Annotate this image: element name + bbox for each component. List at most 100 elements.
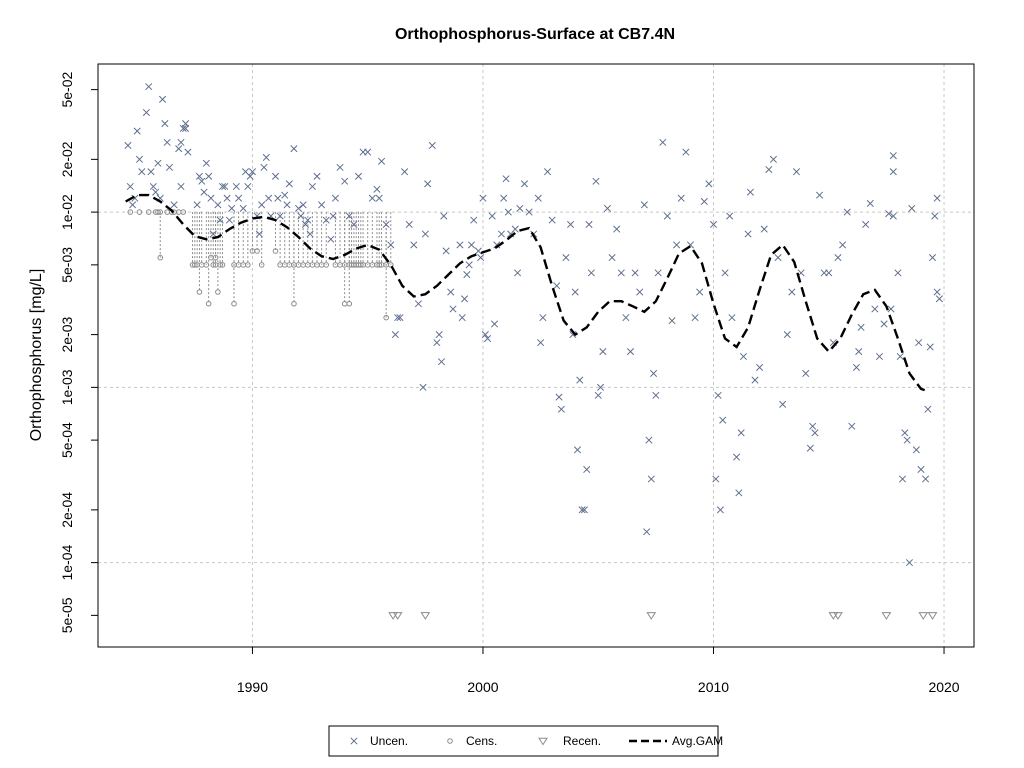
uncensored-point (131, 194, 139, 202)
uncensored-point (594, 391, 602, 399)
censored-point (323, 262, 330, 268)
uncensored-point (218, 182, 227, 191)
uncensored-point (928, 254, 937, 262)
uncensored-point (341, 177, 349, 185)
uncensored-point (935, 295, 943, 303)
uncensored-point (875, 352, 884, 361)
uncensored-point (700, 197, 708, 206)
censored-point (254, 248, 260, 254)
uncensored-point (463, 271, 471, 279)
uncensored-point (405, 220, 413, 229)
uncensored-point (285, 180, 293, 188)
uncensored-point (304, 216, 312, 224)
uncensored-point (244, 182, 252, 191)
uncensored-point (573, 446, 582, 454)
uncensored-point (855, 348, 863, 356)
uncensored-point (198, 177, 206, 185)
uncensored-point (783, 331, 791, 339)
uncensored-point (716, 506, 724, 514)
uncensored-point (885, 210, 893, 218)
y-tick-label: 5e-05 (59, 597, 75, 633)
y-tick-label: 1e-04 (59, 545, 75, 581)
uncensored-point (318, 201, 326, 209)
censored-point (205, 300, 212, 307)
uncensored-point (562, 254, 570, 262)
uncensored-point (728, 314, 736, 322)
censored-point (212, 254, 219, 261)
censored-point (157, 209, 164, 215)
uncensored-point (290, 145, 298, 153)
x-tick-label: 2010 (698, 679, 729, 695)
uncensored-point (490, 320, 499, 328)
uncensored-point (650, 369, 658, 378)
uncensored-point (184, 148, 192, 156)
uncensored-point (901, 429, 909, 437)
uncensored-point (654, 269, 662, 277)
uncensored-point (737, 429, 745, 437)
legend-marker-uncen (350, 737, 358, 745)
uncensored-point (815, 191, 824, 199)
uncensored-point (149, 182, 157, 191)
uncensored-point (779, 400, 787, 408)
uncensored-point (435, 331, 443, 339)
uncensored-point (354, 172, 363, 180)
uncensored-point (221, 182, 229, 191)
uncensored-point (124, 141, 132, 150)
x-tick-label: 1990 (237, 679, 268, 695)
uncensored-point (299, 201, 307, 209)
uncensored-point (539, 314, 547, 322)
uncensored-point (460, 295, 469, 303)
uncensored-point (239, 204, 247, 212)
uncensored-point (721, 269, 729, 277)
y-tick-label: 1e-03 (59, 369, 75, 405)
uncensored-point (866, 199, 874, 208)
uncensored-point (553, 282, 561, 290)
uncensored-point (391, 331, 399, 339)
uncensored-point (401, 168, 409, 176)
uncensored-point (396, 314, 404, 322)
uncensored-point (809, 422, 817, 430)
legend-marker-recen (538, 737, 548, 746)
recensored-point (881, 612, 892, 620)
uncensored-point (744, 230, 752, 238)
uncensored-point (580, 506, 588, 514)
uncensored-point (232, 182, 240, 191)
uncensored-point (926, 343, 934, 351)
legend-marker-cens (447, 738, 453, 744)
uncensored-point (484, 334, 492, 343)
censored-point (196, 289, 203, 295)
uncensored-point (175, 145, 183, 153)
uncensored-point (504, 208, 512, 216)
uncensored-point (331, 194, 339, 202)
uncensored-point (735, 489, 743, 497)
uncensored-point (336, 163, 344, 171)
uncensored-point (726, 212, 734, 220)
uncensored-point (636, 288, 644, 296)
censored-point (136, 209, 143, 215)
uncensored-point (177, 138, 185, 146)
uncensored-point (889, 152, 897, 160)
uncensored-point (474, 247, 482, 255)
uncensored-point (502, 175, 510, 183)
chart-title: Orthophosphorus-Surface at CB7.4N (395, 26, 675, 43)
uncensored-point (195, 172, 203, 180)
recensored-point (828, 612, 839, 620)
uncensored-point (216, 216, 224, 224)
y-tick-label: 5e-03 (59, 247, 75, 283)
uncensored-point (465, 261, 473, 269)
uncensored-point (922, 475, 930, 483)
uncensored-point (313, 172, 321, 180)
uncensored-point (834, 254, 842, 262)
uncensored-point (622, 314, 630, 322)
uncensored-point (557, 405, 565, 413)
uncensored-point (848, 422, 856, 430)
uncensored-point (177, 182, 185, 191)
uncensored-point (308, 182, 316, 191)
uncensored-point (933, 288, 941, 296)
uncensored-point (751, 376, 759, 384)
uncensored-point (756, 363, 764, 371)
uncensored-point (488, 212, 496, 220)
uncensored-point (410, 241, 418, 249)
uncensored-point (640, 201, 648, 209)
uncensored-point (163, 138, 171, 146)
